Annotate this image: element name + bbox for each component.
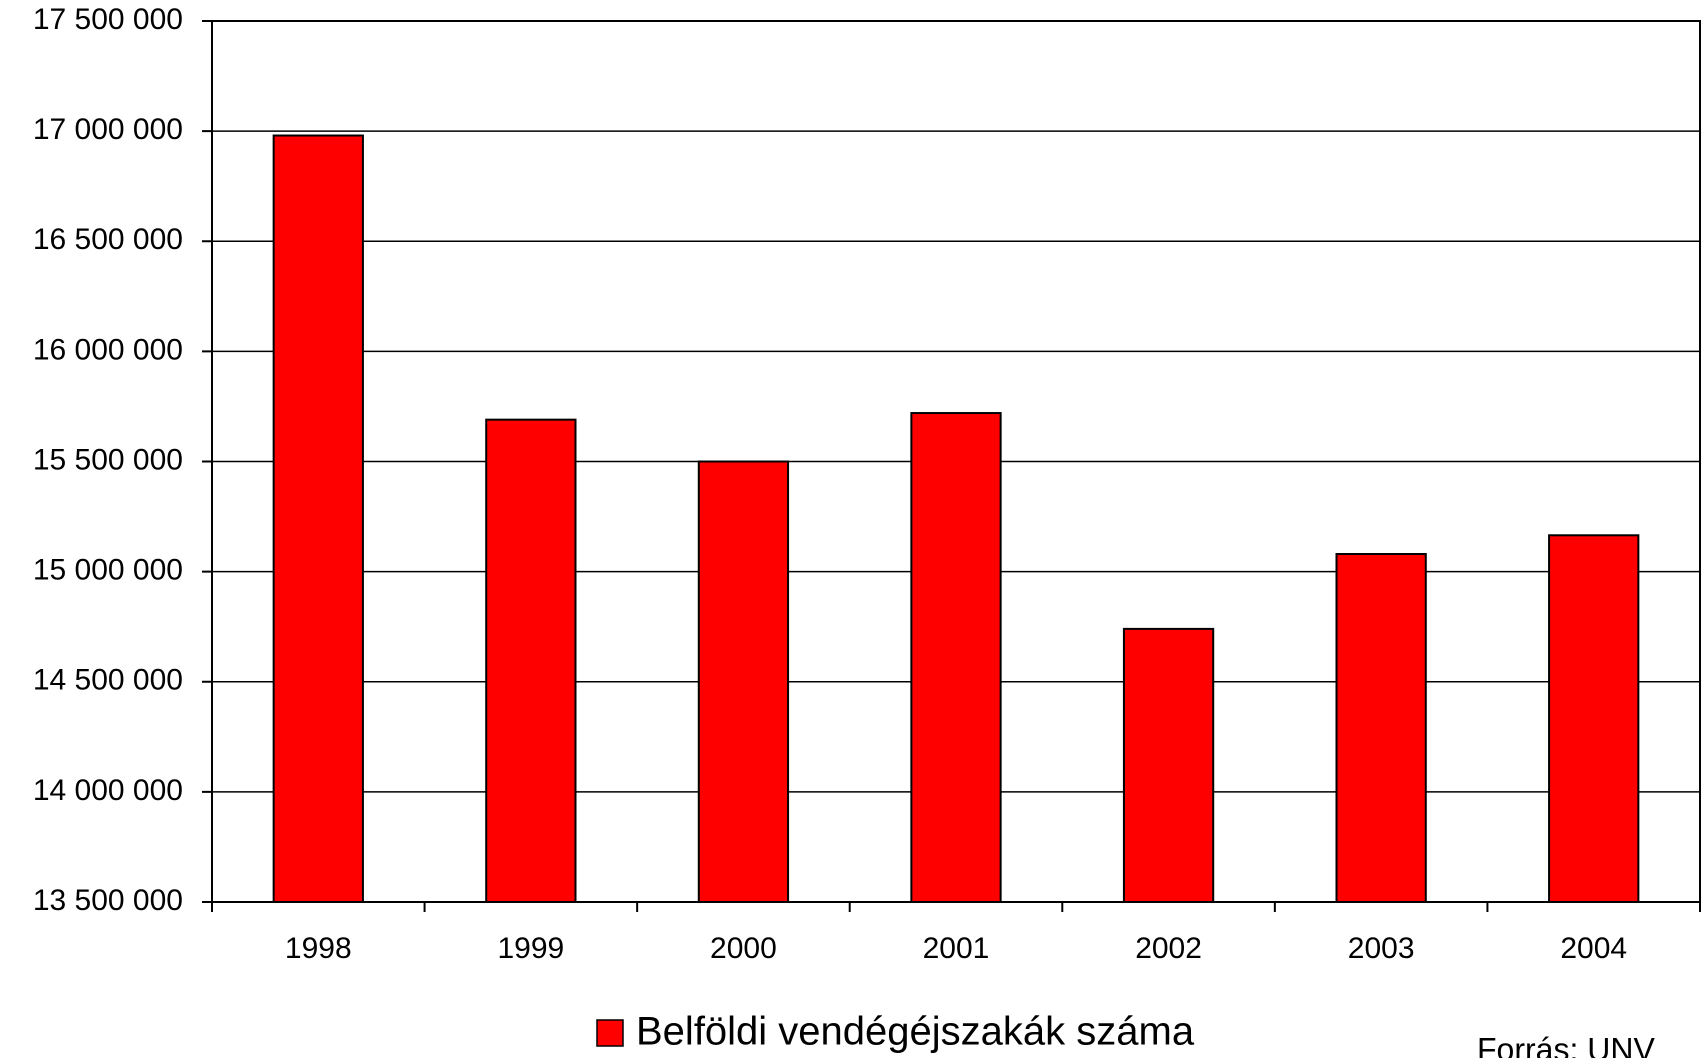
- y-tick-label: 14 500 000: [33, 664, 183, 697]
- x-tick-label: 2003: [1348, 932, 1415, 965]
- y-tick-label: 13 500 000: [33, 884, 183, 917]
- y-tick-label: 15 000 000: [33, 554, 183, 587]
- x-tick-label: 2001: [923, 932, 990, 965]
- bar: [910, 412, 1002, 903]
- bar: [272, 134, 364, 903]
- bar: [1548, 534, 1640, 903]
- y-tick-label: 17 500 000: [33, 3, 183, 36]
- y-tick-label: 16 500 000: [33, 223, 183, 256]
- y-tick-label: 15 500 000: [33, 443, 183, 476]
- bar: [697, 460, 790, 903]
- x-tick-label: 1998: [285, 932, 352, 965]
- x-tick-label: 1999: [497, 932, 564, 965]
- bar: [1122, 627, 1215, 903]
- y-tick-label: 16 000 000: [33, 333, 183, 366]
- y-tick-label: 14 000 000: [33, 774, 183, 807]
- x-tick-label: 2002: [1135, 932, 1202, 965]
- x-tick-label: 2004: [1560, 932, 1627, 965]
- source-note: Forrás: UNV: [1477, 1031, 1655, 1058]
- x-tick-label: 2000: [710, 932, 777, 965]
- bar: [485, 418, 577, 903]
- y-tick-label: 17 000 000: [33, 113, 183, 146]
- bar: [1335, 553, 1427, 903]
- legend-swatch: [596, 1019, 624, 1047]
- legend-label: Belföldi vendégéjszakák száma: [636, 1010, 1195, 1054]
